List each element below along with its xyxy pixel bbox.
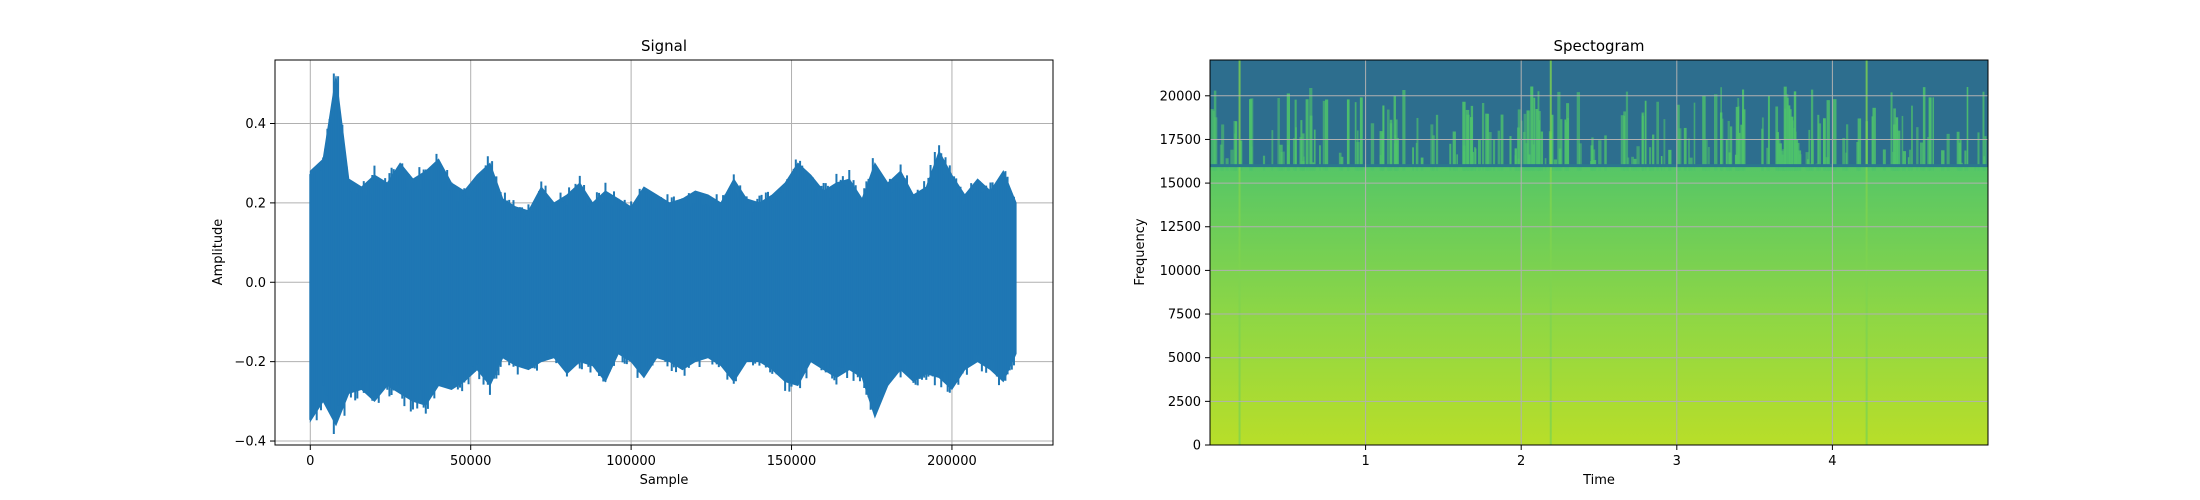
- signal-y-tick-label: −0.4: [234, 435, 266, 450]
- signal-x-tick-label: 50000: [450, 454, 491, 469]
- spectrogram-chart: Spectogram 1 2 3 4 0 2500 5000 7500 10000 12500 1…: [1133, 37, 1989, 488]
- spectrogram-x-tick-label: 2: [1517, 454, 1525, 469]
- spectrogram-y-tick-label: 7500: [1168, 308, 1201, 323]
- signal-x-tick-label: 200000: [927, 454, 977, 469]
- spectrogram-y-tick-label: 10000: [1160, 264, 1201, 279]
- spectrogram-x-ticks: 1 2 3 4: [1361, 445, 1837, 469]
- signal-x-label: Sample: [640, 473, 689, 488]
- spectrogram-grid: [1210, 60, 1988, 445]
- signal-y-ticks: −0.4 −0.2 0.0 0.2 0.4: [234, 117, 275, 450]
- signal-lines: [309, 73, 1015, 435]
- signal-y-tick-label: 0.4: [245, 117, 266, 132]
- spectrogram-y-tick-label: 20000: [1160, 89, 1201, 104]
- signal-y-label: Amplitude: [211, 219, 226, 286]
- spectrogram-axes-frame: [1209, 59, 1989, 446]
- spectrogram-x-tick-label: 3: [1673, 454, 1681, 469]
- spectrogram-y-tick-label: 17500: [1160, 133, 1201, 148]
- spectrogram-y-tick-label: 5000: [1168, 351, 1201, 366]
- signal-axes-frame: [274, 59, 1054, 446]
- spectrogram-x-tick-label: 1: [1361, 454, 1369, 469]
- spectrogram-x-tick-label: 4: [1828, 454, 1836, 469]
- spectrogram-y-tick-label: 15000: [1160, 177, 1201, 192]
- signal-y-tick-label: −0.2: [234, 355, 266, 370]
- spectrogram-y-tick-label: 12500: [1160, 220, 1201, 235]
- signal-title: Signal: [641, 37, 687, 55]
- spectrogram-y-tick-label: 0: [1193, 439, 1201, 454]
- signal-x-tick-label: 100000: [606, 454, 656, 469]
- signal-x-tick-label: 150000: [767, 454, 817, 469]
- signal-y-tick-label: 0.0: [245, 276, 266, 291]
- spectrogram-title: Spectogram: [1553, 37, 1644, 55]
- signal-x-ticks: 0 50000 100000 150000 200000: [306, 445, 977, 469]
- spectrogram-x-label: Time: [1582, 473, 1615, 488]
- spectrogram-y-ticks: 0 2500 5000 7500 10000 12500 15000 17500 20000: [1160, 89, 1210, 454]
- spectrogram-y-label: Frequency: [1133, 218, 1148, 285]
- signal-y-tick-label: 0.2: [245, 196, 266, 211]
- signal-x-tick-label: 0: [306, 454, 314, 469]
- signal-chart: Signal 0 50000 100000 150000 200000 −0.4 −0.2…: [211, 37, 1054, 488]
- spectrogram-streaks: [1210, 60, 1988, 445]
- spectrogram-low-band: [1210, 165, 1988, 445]
- spectrogram-y-tick-label: 2500: [1168, 395, 1201, 410]
